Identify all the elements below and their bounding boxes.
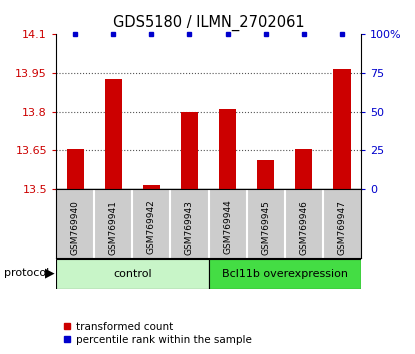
- Bar: [219, 109, 236, 189]
- Legend: transformed count, percentile rank within the sample: transformed count, percentile rank withi…: [59, 317, 256, 349]
- Text: GSM769943: GSM769943: [185, 200, 194, 255]
- Bar: [143, 185, 160, 189]
- Text: ▶: ▶: [45, 267, 54, 280]
- Text: GSM769942: GSM769942: [147, 200, 156, 255]
- Bar: [295, 149, 312, 189]
- Bar: [333, 69, 351, 189]
- Bar: [105, 79, 122, 189]
- Text: GSM769941: GSM769941: [109, 200, 118, 255]
- Bar: [56, 259, 209, 289]
- Bar: [66, 149, 84, 189]
- Bar: [209, 259, 361, 289]
- Text: Bcl11b overexpression: Bcl11b overexpression: [222, 269, 348, 279]
- Text: protocol: protocol: [4, 268, 49, 278]
- Text: GSM769946: GSM769946: [299, 200, 308, 255]
- Text: control: control: [113, 269, 151, 279]
- Text: GSM769947: GSM769947: [337, 200, 347, 255]
- Text: GSM769940: GSM769940: [71, 200, 80, 255]
- Text: GSM769945: GSM769945: [261, 200, 270, 255]
- Bar: [181, 112, 198, 189]
- Bar: [257, 160, 274, 189]
- Text: GSM769944: GSM769944: [223, 200, 232, 255]
- Title: GDS5180 / ILMN_2702061: GDS5180 / ILMN_2702061: [113, 15, 304, 31]
